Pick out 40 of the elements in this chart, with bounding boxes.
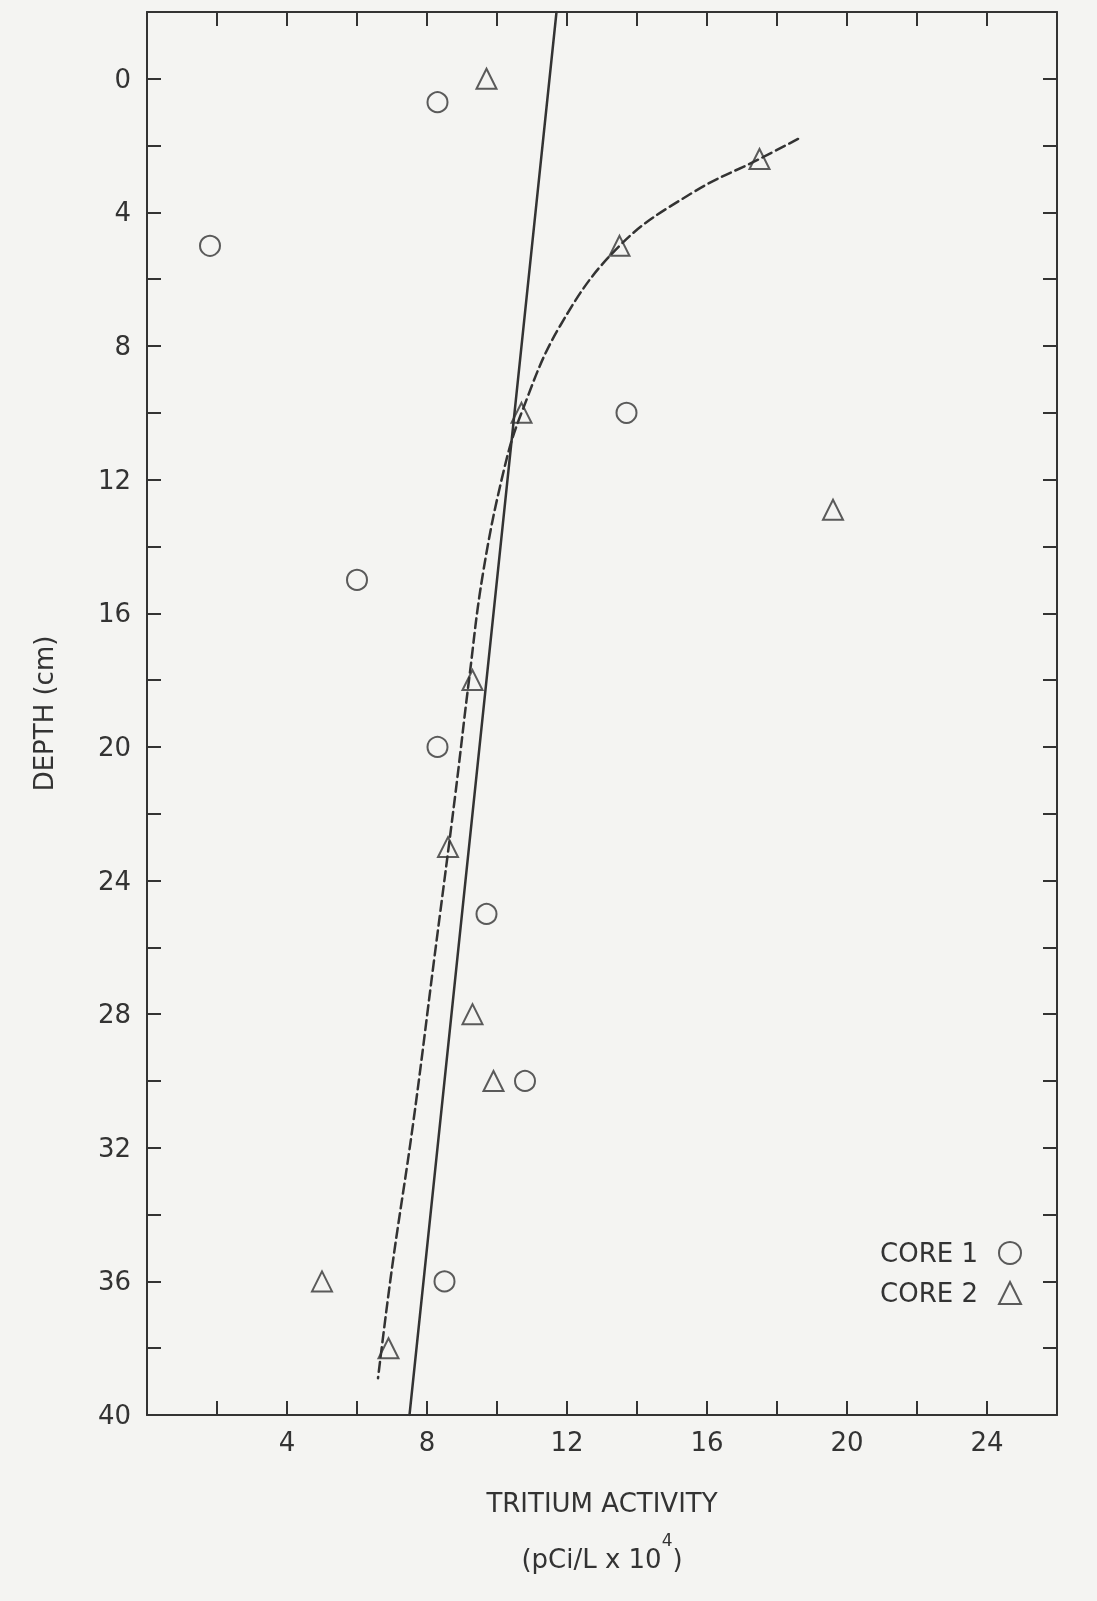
x-tick-label: 20 [830,1427,864,1457]
y-tick-label: 12 [97,464,131,495]
point [461,669,484,692]
point [608,234,631,257]
point [433,1270,456,1293]
point [426,91,449,114]
point [377,1337,400,1360]
y-tick-label: 24 [97,865,131,896]
y-tick-label: 40 [97,1400,131,1430]
legend-label: CORE 1 [880,1238,978,1268]
point [461,1003,484,1026]
point [510,401,533,424]
point [346,568,368,591]
legend-label: CORE 2 [880,1278,978,1308]
point [514,1069,536,1092]
point [475,67,498,90]
point [748,147,771,170]
point [437,836,459,859]
x-tick-label: 16 [690,1427,724,1457]
y-axis-title: DEPTH (cm) [29,635,59,792]
x-tick-label: 12 [550,1427,584,1457]
y-tick-label: 32 [97,1132,131,1163]
point [475,902,498,925]
y-tick-label: 20 [97,731,131,762]
x-tick-label: 24 [970,1427,1004,1457]
y-tick-label: 0 [114,63,131,94]
x-axis-title: TRITIUM ACTIVITY (pCi/L x 104) [485,1488,718,1574]
x-tick-label: 4 [278,1427,296,1457]
y-tick-label: 16 [97,598,131,629]
y-tick-label: 8 [114,331,131,362]
point [311,1270,333,1293]
point [482,1069,505,1092]
point [615,401,638,424]
x-tick-label: 8 [418,1427,436,1457]
point [199,234,221,257]
y-tick-label: 36 [97,1266,131,1297]
point [426,735,449,758]
y-tick-label: 28 [97,999,131,1030]
y-tick-label: 4 [114,197,131,228]
point [822,498,844,521]
